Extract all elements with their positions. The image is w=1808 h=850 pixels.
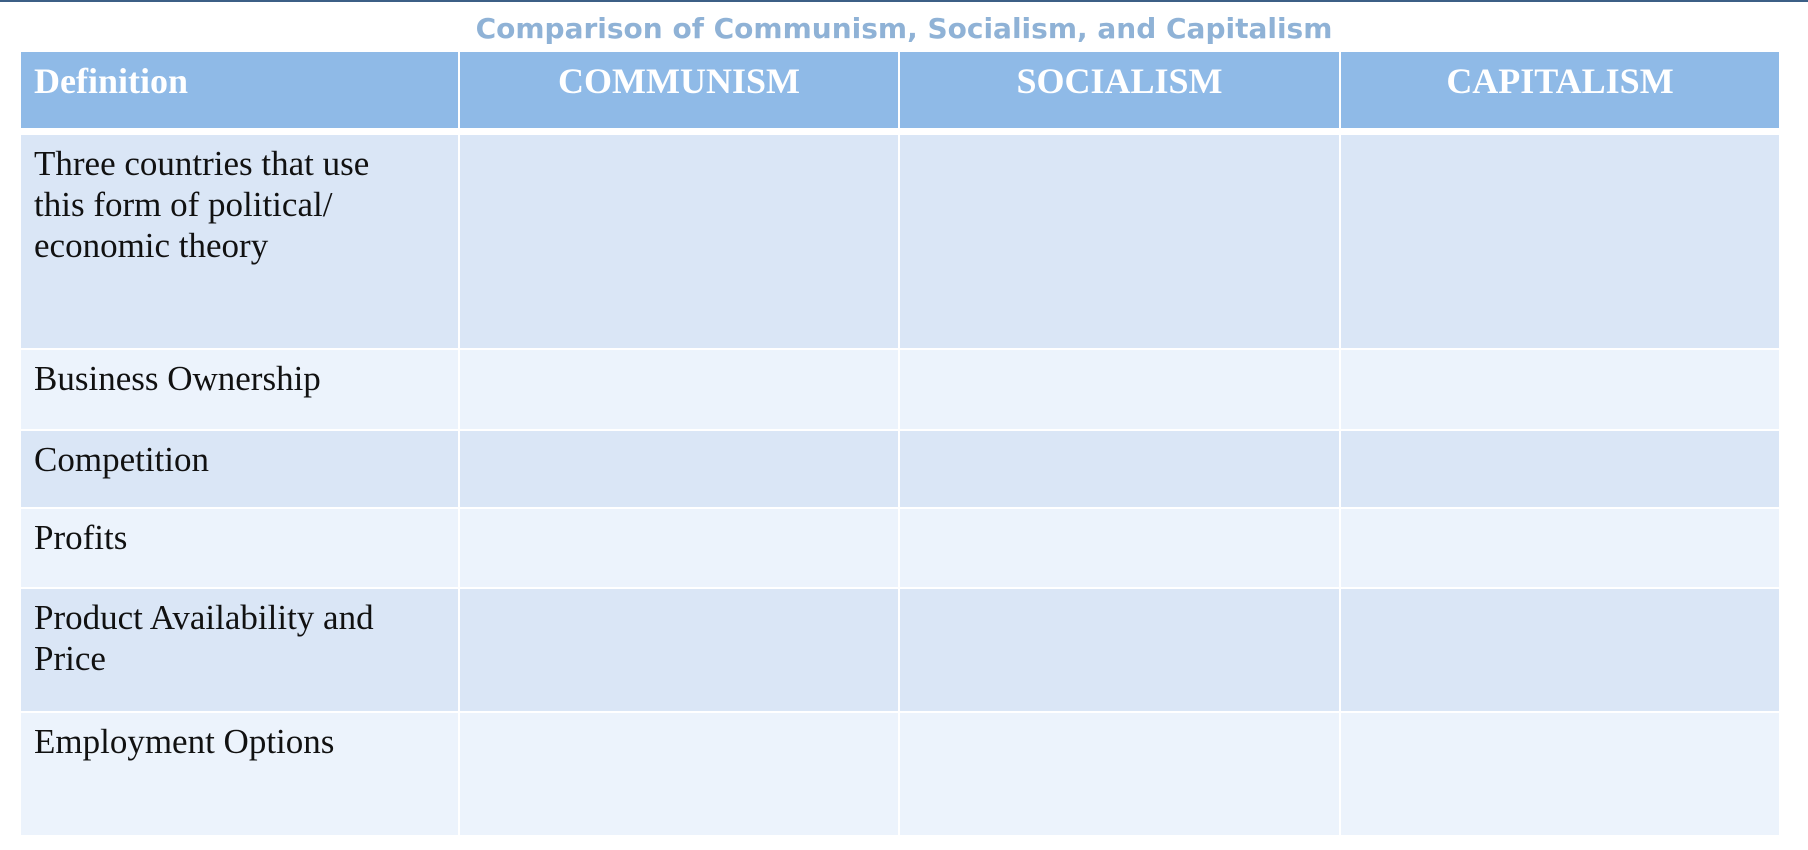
empty-cell xyxy=(1341,713,1781,835)
empty-cell xyxy=(460,713,900,835)
empty-cell xyxy=(1341,350,1781,429)
row-label: Business Ownership xyxy=(21,350,460,429)
top-rule xyxy=(0,0,1808,2)
header-cell: CAPITALISM xyxy=(1341,52,1781,128)
row-label: Profits xyxy=(21,509,460,587)
empty-cell xyxy=(900,135,1341,348)
empty-cell xyxy=(460,589,900,711)
header-cell: COMMUNISM xyxy=(460,52,900,128)
empty-cell xyxy=(1341,589,1781,711)
empty-cell xyxy=(460,350,900,429)
empty-cell xyxy=(900,350,1341,429)
empty-cell xyxy=(460,509,900,587)
row-label: Competition xyxy=(21,431,460,507)
empty-cell xyxy=(460,135,900,348)
row-label: Three countries that use this form of po… xyxy=(21,135,460,348)
empty-cell xyxy=(900,509,1341,587)
empty-cell xyxy=(460,431,900,507)
title: Comparison of Communism, Socialism, and … xyxy=(475,12,1333,45)
table-body: Three countries that use this form of po… xyxy=(21,135,1781,835)
empty-cell xyxy=(900,431,1341,507)
header-cell: SOCIALISM xyxy=(900,52,1341,128)
header-cell: Definition xyxy=(21,52,460,128)
table-header: Definition COMMUNISM SOCIALISM CAPITALISM xyxy=(21,52,1781,128)
empty-cell xyxy=(900,589,1341,711)
empty-cell xyxy=(1341,135,1781,348)
row-label: Product Availability and Price xyxy=(21,589,460,711)
empty-cell xyxy=(900,713,1341,835)
empty-cell xyxy=(1341,431,1781,507)
row-label: Employment Options xyxy=(21,713,460,835)
empty-cell xyxy=(1341,509,1781,587)
